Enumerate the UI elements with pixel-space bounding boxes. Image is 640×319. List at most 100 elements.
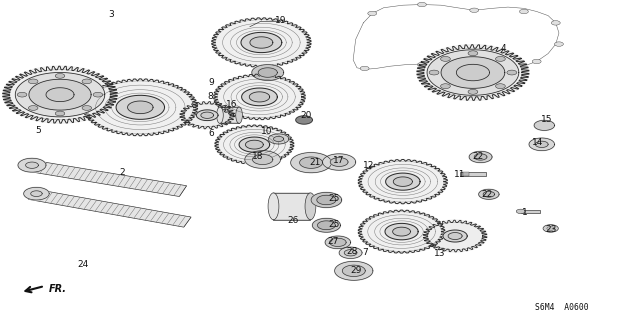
Circle shape — [82, 79, 92, 84]
Polygon shape — [215, 125, 294, 164]
Polygon shape — [215, 125, 294, 164]
Polygon shape — [311, 192, 342, 208]
Polygon shape — [239, 137, 269, 152]
Bar — [463, 172, 469, 176]
Circle shape — [28, 79, 38, 84]
Text: 11: 11 — [454, 170, 466, 179]
Text: 4: 4 — [500, 44, 506, 53]
Circle shape — [543, 225, 558, 232]
Polygon shape — [127, 101, 153, 114]
Polygon shape — [116, 95, 164, 119]
Polygon shape — [330, 158, 348, 167]
Text: FR.: FR. — [49, 284, 67, 293]
Polygon shape — [417, 45, 529, 100]
Circle shape — [468, 89, 478, 94]
Polygon shape — [393, 227, 410, 236]
Polygon shape — [444, 58, 502, 87]
Polygon shape — [312, 218, 340, 232]
Polygon shape — [201, 112, 214, 118]
Polygon shape — [323, 154, 356, 170]
Circle shape — [55, 111, 65, 116]
Ellipse shape — [268, 193, 279, 220]
Text: 15: 15 — [541, 115, 552, 124]
Circle shape — [429, 70, 439, 75]
Polygon shape — [246, 140, 263, 149]
Polygon shape — [258, 68, 277, 77]
Ellipse shape — [236, 107, 243, 123]
Text: 6: 6 — [209, 129, 214, 138]
Text: 19: 19 — [275, 17, 286, 26]
Polygon shape — [24, 187, 49, 200]
Polygon shape — [291, 152, 332, 173]
Text: 14: 14 — [532, 137, 543, 147]
Circle shape — [532, 59, 541, 64]
Polygon shape — [300, 157, 323, 168]
Polygon shape — [46, 88, 74, 102]
Polygon shape — [358, 210, 445, 253]
Polygon shape — [339, 247, 362, 258]
Circle shape — [516, 209, 525, 214]
Polygon shape — [427, 50, 519, 95]
Polygon shape — [83, 79, 198, 136]
Polygon shape — [385, 223, 418, 240]
Text: 21: 21 — [309, 158, 321, 167]
Polygon shape — [317, 221, 335, 230]
Polygon shape — [83, 79, 198, 136]
Polygon shape — [529, 138, 554, 151]
Text: 12: 12 — [363, 161, 374, 170]
Polygon shape — [296, 116, 312, 124]
Circle shape — [28, 106, 38, 110]
Ellipse shape — [305, 193, 316, 220]
Text: 28: 28 — [346, 247, 358, 256]
Polygon shape — [534, 120, 554, 130]
Circle shape — [93, 92, 102, 97]
Polygon shape — [474, 154, 487, 160]
Polygon shape — [342, 265, 365, 277]
Polygon shape — [23, 160, 187, 197]
Text: 18: 18 — [252, 152, 263, 161]
Text: 3: 3 — [108, 11, 114, 19]
Polygon shape — [249, 92, 269, 102]
Polygon shape — [423, 220, 487, 252]
Polygon shape — [3, 66, 117, 123]
Text: 22: 22 — [481, 190, 493, 199]
Circle shape — [360, 66, 369, 70]
Circle shape — [554, 42, 563, 46]
Polygon shape — [35, 82, 86, 107]
Text: 29: 29 — [350, 266, 362, 275]
Polygon shape — [386, 173, 420, 190]
Polygon shape — [441, 57, 505, 88]
Polygon shape — [250, 37, 273, 48]
Circle shape — [547, 226, 554, 230]
Polygon shape — [31, 191, 42, 197]
Polygon shape — [18, 158, 46, 172]
Polygon shape — [180, 102, 234, 129]
Polygon shape — [417, 45, 529, 100]
Circle shape — [481, 69, 490, 73]
Text: 26: 26 — [287, 216, 299, 225]
Polygon shape — [242, 88, 277, 106]
Circle shape — [55, 73, 65, 78]
Bar — [521, 210, 540, 213]
Polygon shape — [330, 238, 346, 247]
Polygon shape — [26, 162, 38, 168]
Polygon shape — [15, 72, 105, 117]
Circle shape — [520, 9, 529, 14]
Polygon shape — [335, 261, 373, 280]
Text: 1: 1 — [522, 208, 528, 217]
Polygon shape — [220, 107, 239, 123]
Text: 13: 13 — [434, 249, 445, 258]
Text: 5: 5 — [35, 126, 41, 135]
Polygon shape — [268, 134, 289, 144]
Polygon shape — [325, 236, 351, 249]
Circle shape — [470, 8, 479, 12]
Polygon shape — [28, 189, 191, 227]
Polygon shape — [456, 64, 490, 81]
Polygon shape — [273, 137, 284, 141]
Polygon shape — [394, 177, 412, 186]
Circle shape — [82, 106, 92, 110]
Polygon shape — [241, 33, 282, 53]
Text: 27: 27 — [327, 237, 339, 246]
Text: S6M4  A0600: S6M4 A0600 — [535, 303, 589, 312]
Text: 9: 9 — [209, 78, 214, 87]
